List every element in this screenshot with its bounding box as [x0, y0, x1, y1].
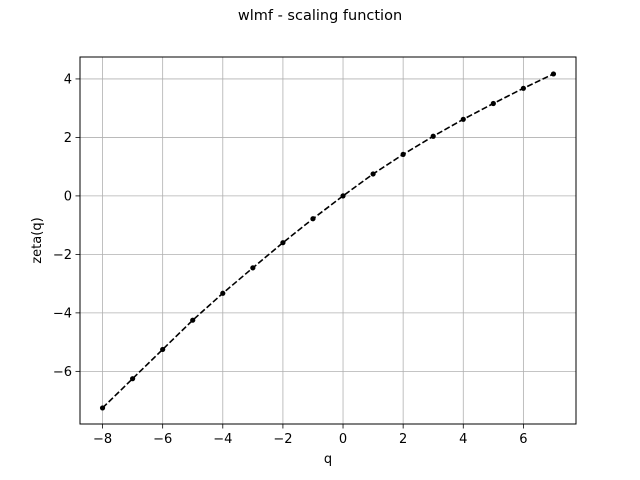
series-layer — [99, 71, 557, 411]
y-tick-label: 2 — [64, 131, 72, 146]
y-tick-label: −2 — [53, 248, 72, 263]
y-tick-label: 4 — [64, 72, 72, 87]
data-point — [340, 193, 346, 199]
data-point — [400, 151, 406, 157]
data-point — [460, 116, 466, 122]
data-point — [520, 85, 526, 91]
x-tick-label: −2 — [273, 432, 292, 447]
data-point — [550, 71, 557, 77]
data-point — [430, 133, 436, 139]
x-tick-label: 4 — [459, 432, 467, 447]
y-tick-label: 0 — [64, 189, 72, 204]
data-point — [490, 100, 496, 107]
data-point — [280, 240, 286, 246]
x-tick-label: 2 — [399, 432, 407, 447]
data-point — [250, 265, 256, 271]
data-point — [130, 376, 136, 382]
data-point — [190, 317, 196, 323]
data-point — [220, 290, 226, 296]
data-point — [160, 346, 166, 353]
x-tick-label: 0 — [339, 432, 347, 447]
x-axis-label: q — [324, 452, 332, 467]
x-tick-label: 6 — [519, 432, 527, 447]
x-tick-label: −4 — [213, 432, 232, 447]
x-tick-label: −6 — [153, 432, 172, 447]
y-tick-label: −6 — [53, 365, 72, 380]
data-point — [370, 171, 376, 177]
y-axis-label: zeta(q) — [30, 217, 45, 263]
axes-frame — [79, 56, 577, 425]
tick-layer: −8 −6 −4 −2 0 2 4 6 −6 −4 −2 0 2 4 — [53, 72, 528, 447]
grid-layer — [80, 57, 576, 424]
x-tick-label: −8 — [93, 432, 112, 447]
series-line — [101, 73, 554, 409]
chart-title: wlmf - scaling function — [237, 8, 403, 24]
data-point — [310, 216, 316, 222]
y-tick-label: −4 — [53, 306, 72, 321]
data-point — [99, 405, 106, 411]
